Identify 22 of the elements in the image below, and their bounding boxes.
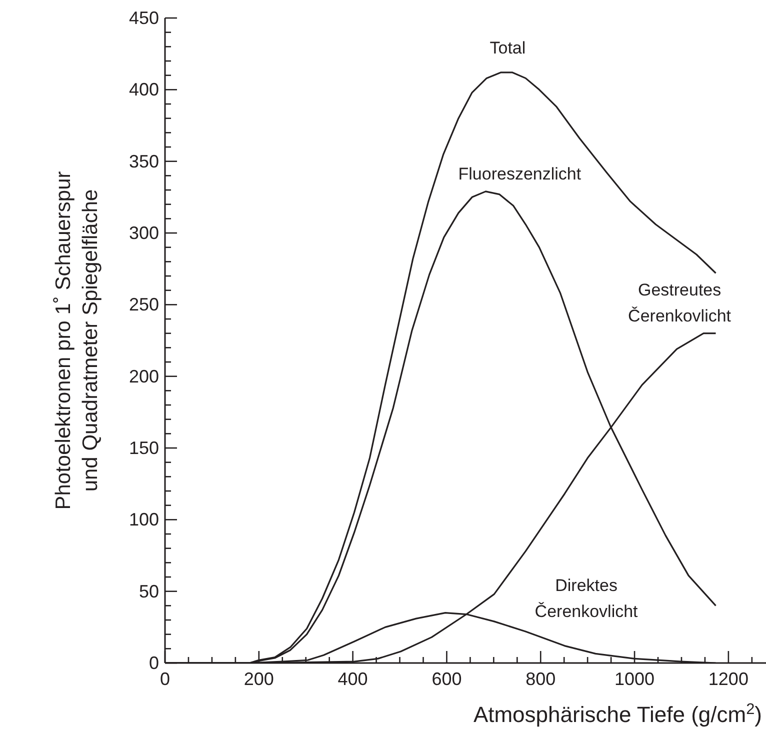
y-tick-label: 50	[138, 581, 159, 602]
series-label: Fluoreszenzlicht	[458, 164, 582, 184]
y-tick-label: 100	[128, 510, 159, 530]
x-tick-label: 600	[432, 669, 462, 689]
x-axis-title: Atmosphärische Tiefe (g/cm$^{2}$)	[473, 700, 762, 727]
y-tick-label: 300	[128, 223, 159, 243]
y-tick-label: 0	[148, 653, 159, 673]
x-tick-label: 200	[244, 669, 274, 689]
x-tick-label: 1000	[614, 669, 655, 689]
y-tick-label: 200	[128, 366, 159, 386]
y-tick-label: 450	[128, 8, 159, 28]
x-tick-label: 1200	[708, 669, 748, 689]
y-tick-label: 150	[128, 438, 159, 458]
y-axis-title: Photoelektronen pro 1˚ Schauerspur und Quadratmeter Spiegelfläche	[52, 171, 102, 510]
series-label: Total	[490, 38, 526, 58]
y-tick-label: 250	[128, 294, 159, 315]
y-tick-label: 350	[128, 151, 159, 172]
y-tick-label: 400	[128, 80, 159, 100]
series-label: Gestreutes Čerenkovlicht	[628, 280, 732, 326]
x-tick-label: 400	[338, 669, 368, 689]
x-tick-label: 800	[526, 669, 556, 689]
series-label: Direktes Čerenkovlicht	[534, 576, 638, 621]
